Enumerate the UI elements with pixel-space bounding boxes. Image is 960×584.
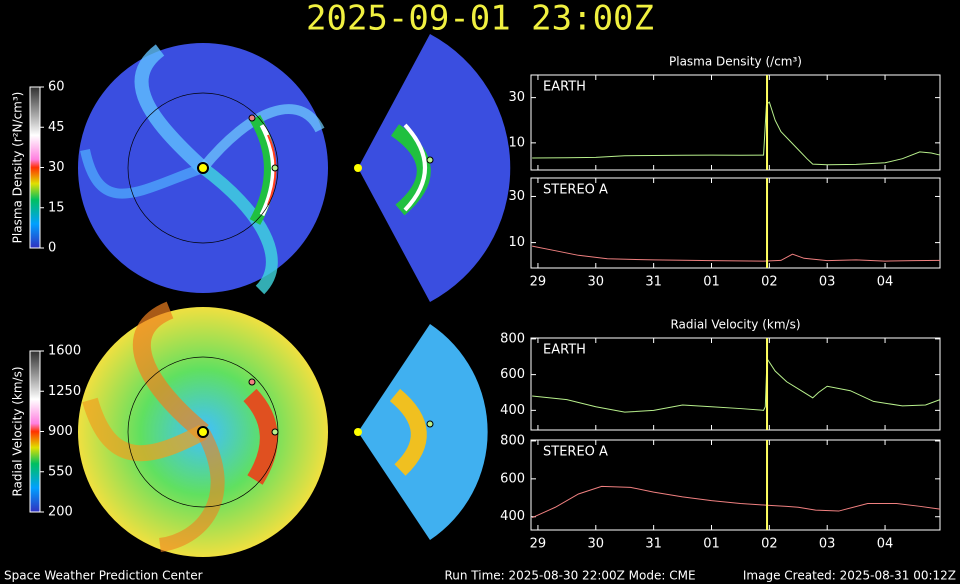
x-tick-label: 04 [877, 275, 894, 290]
data-line [532, 356, 941, 413]
density-disc [78, 34, 511, 302]
colorbar-label: Plasma Density (r²N/cm³) [11, 92, 25, 244]
x-tick-label: 02 [761, 275, 778, 290]
series-name: EARTH [543, 343, 586, 358]
footer-right: Image Created: 2025-08-31 00:12Z [743, 569, 956, 583]
colorbar-tick-label: 60 [48, 80, 65, 95]
x-tick-label: 29 [530, 275, 547, 290]
velocity-disc [78, 301, 488, 557]
y-tick-label: 30 [508, 189, 525, 204]
colorbar-tick-label: 15 [48, 200, 65, 215]
colorbar-tick-label: 1250 [48, 384, 81, 399]
y-tick-label: 400 [500, 403, 525, 418]
x-tick-label: 03 [819, 275, 836, 290]
data-line [532, 245, 941, 262]
y-tick-label: 10 [508, 135, 525, 150]
footer-left: Space Weather Prediction Center [4, 569, 203, 583]
footer-center: Run Time: 2025-08-30 22:00Z Mode: CME [444, 569, 695, 583]
colorbar-tick-label: 1600 [48, 344, 81, 359]
y-tick-label: 400 [500, 509, 525, 524]
data-line [531, 485, 941, 519]
x-tick-label: 30 [588, 275, 605, 290]
plot-frame [530, 177, 941, 269]
x-tick-label: 31 [645, 275, 662, 290]
y-tick-label: 800 [500, 433, 525, 448]
x-tick-label: 30 [588, 537, 605, 552]
y-tick-label: 600 [500, 471, 525, 486]
y-tick-label: 800 [500, 331, 525, 346]
colorbar-tick-label: 45 [48, 120, 65, 135]
x-tick-label: 01 [703, 275, 720, 290]
colorbar-label: Radial Velocity (km/s) [11, 366, 25, 496]
colorbar [29, 86, 41, 249]
x-tick-label: 31 [645, 537, 662, 552]
data-line [532, 101, 941, 166]
chart-title: Plasma Density (/cm³) [669, 55, 802, 69]
x-tick-label: 03 [819, 537, 836, 552]
title: 2025-09-01 23:00Z [306, 0, 654, 39]
series-name: STEREO A [543, 183, 608, 198]
colorbar-tick-label: 200 [48, 505, 73, 520]
y-tick-label: 10 [508, 235, 525, 250]
colorbar-tick-label: 900 [48, 424, 73, 439]
x-tick-label: 02 [761, 537, 778, 552]
plot-frame [530, 337, 941, 431]
plot-frame [530, 439, 941, 531]
y-tick-label: 30 [508, 90, 525, 105]
series-name: EARTH [543, 80, 586, 95]
plot-frame [530, 74, 941, 171]
colorbar-tick-label: 0 [48, 241, 56, 256]
colorbar-tick-label: 550 [48, 464, 73, 479]
y-tick-label: 600 [500, 367, 525, 382]
x-tick-label: 01 [703, 537, 720, 552]
colorbar-tick-label: 30 [48, 160, 65, 175]
colorbar [29, 350, 41, 513]
x-tick-label: 29 [530, 537, 547, 552]
chart-title: Radial Velocity (km/s) [670, 318, 800, 332]
series-name: STEREO A [543, 445, 608, 460]
x-tick-label: 04 [877, 537, 894, 552]
